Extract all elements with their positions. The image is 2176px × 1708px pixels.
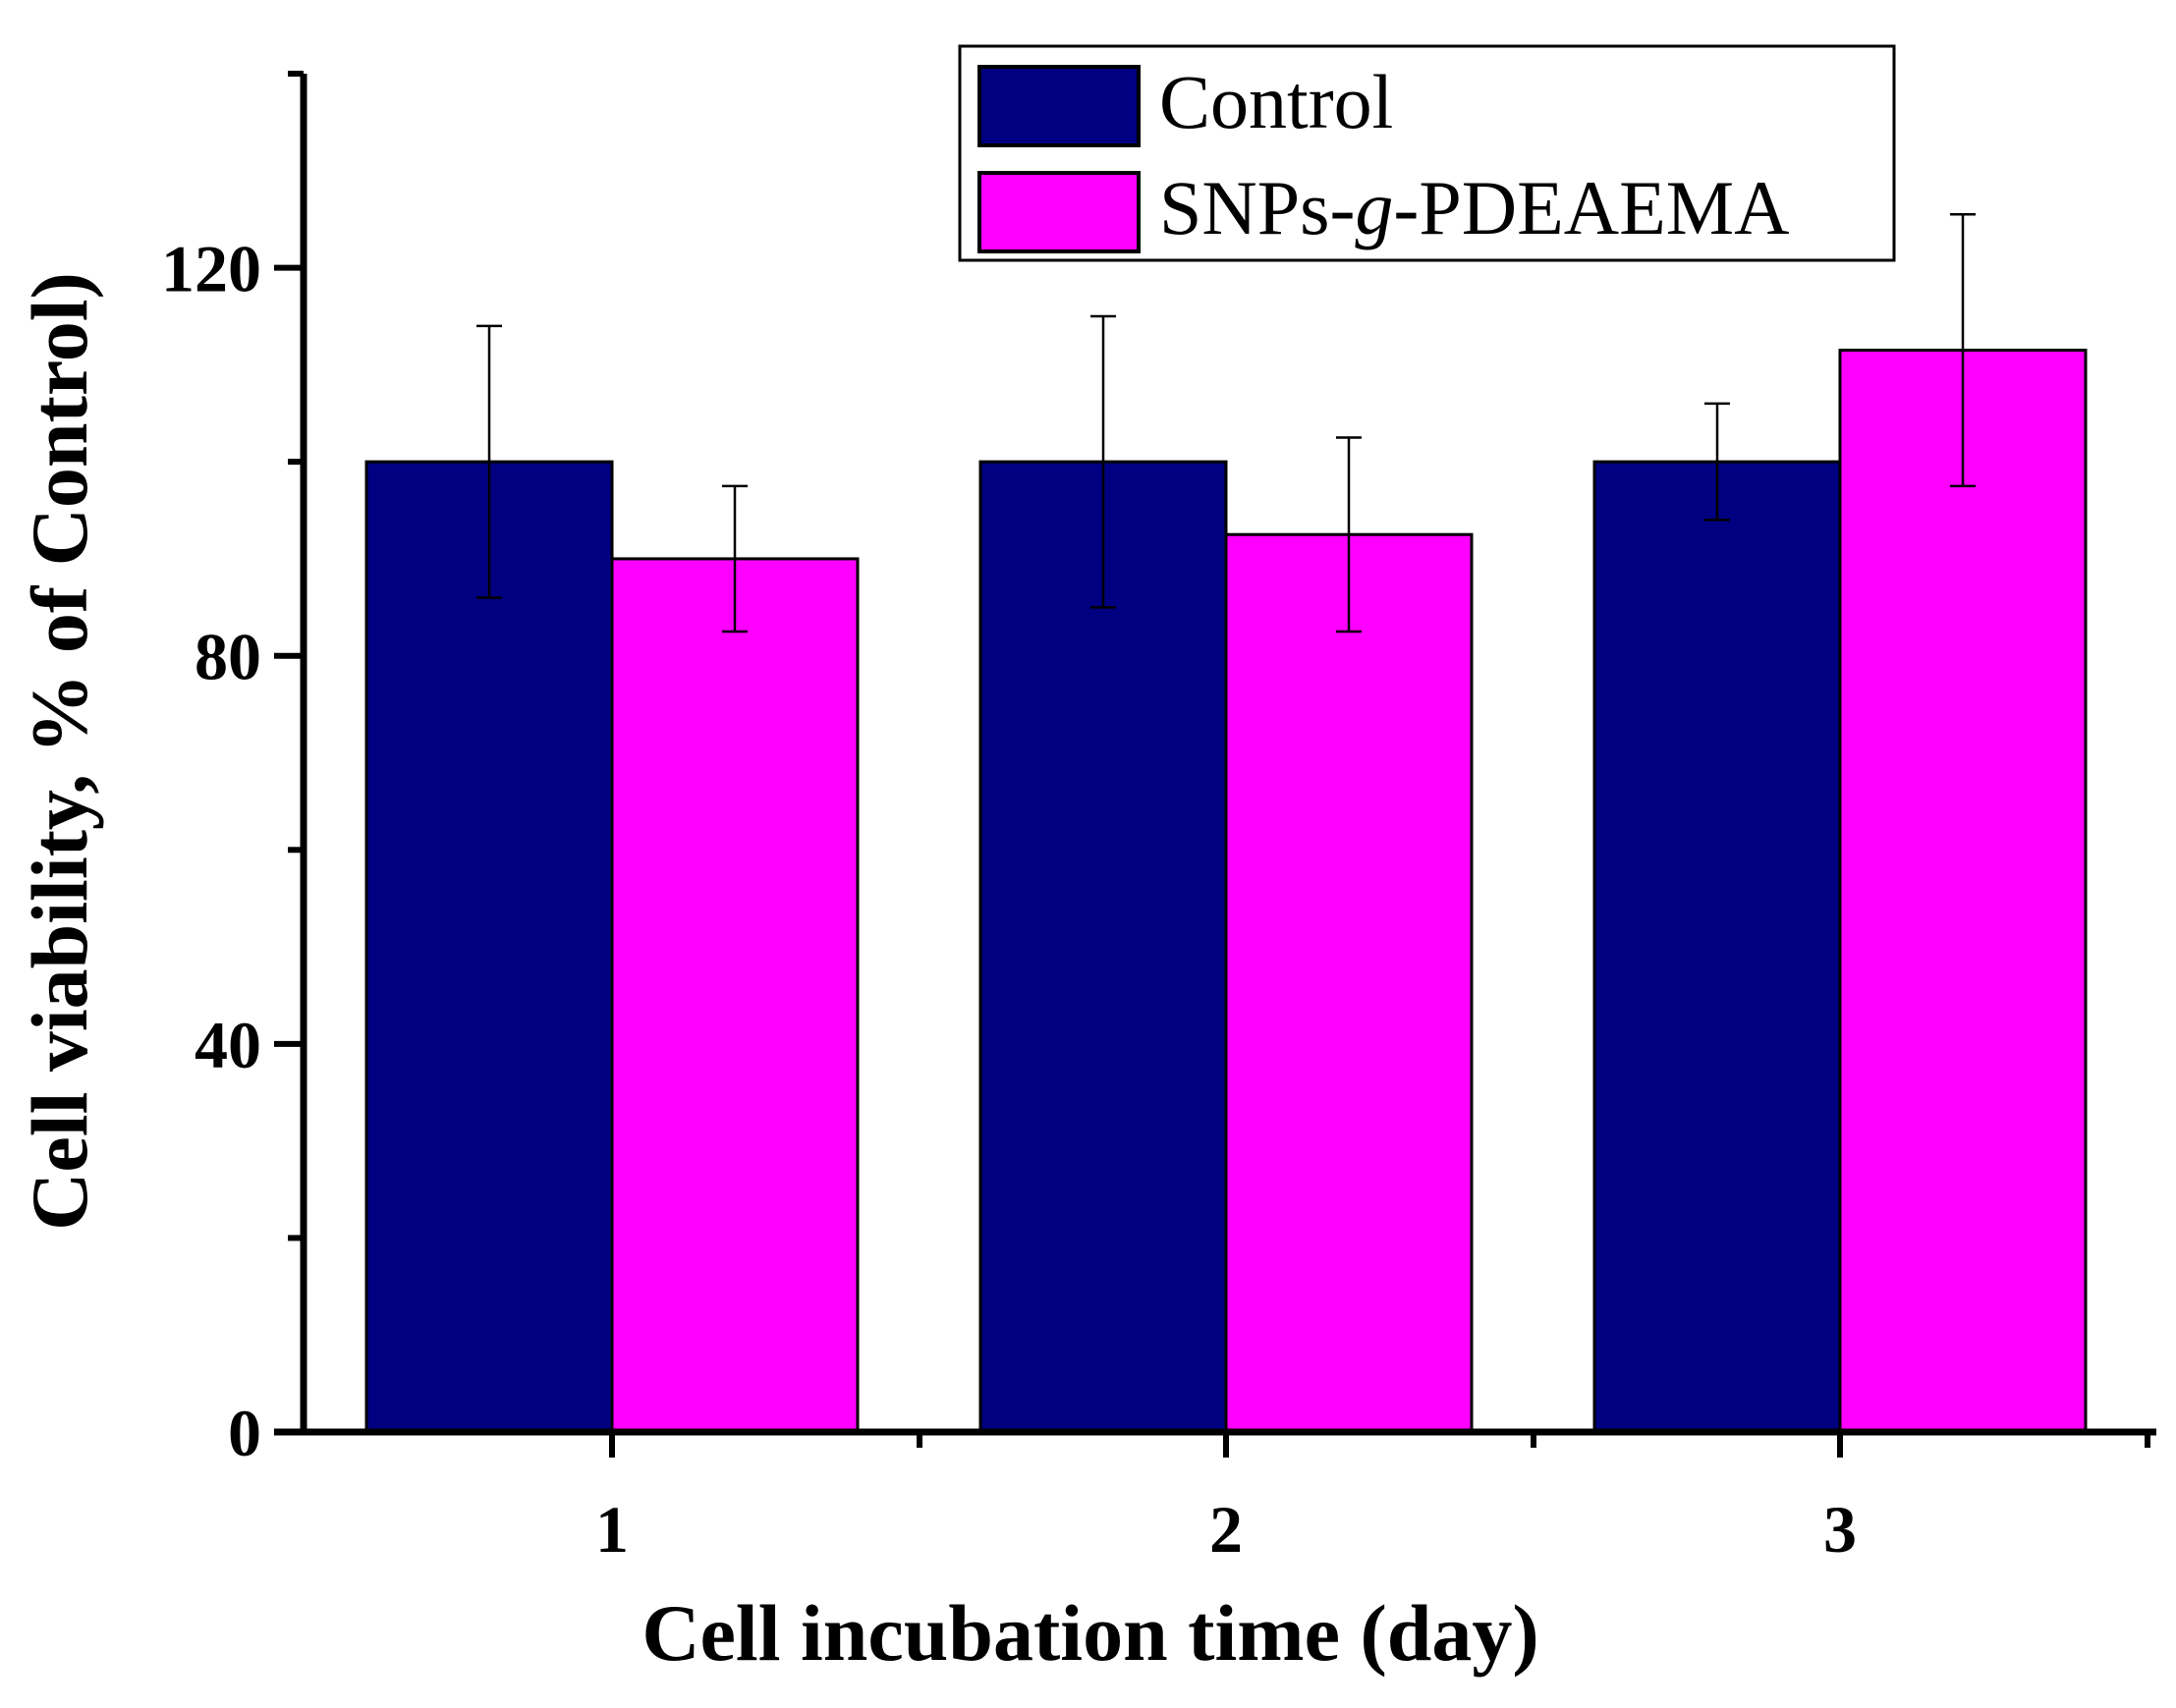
bar-series1-day3	[1592, 460, 1842, 1434]
bar-series2-day3	[1838, 349, 2088, 1434]
bar-series2-day2	[1224, 532, 1474, 1434]
bars-group	[364, 349, 2088, 1434]
bar-series1-day2	[978, 460, 1228, 1434]
legend-swatch-control	[977, 65, 1141, 147]
x-axis-title: Cell incubation time (day)	[642, 1588, 1538, 1678]
legend-label-control: Control	[1159, 59, 1393, 144]
legend-label-snps-part-3: -PDEAEMA	[1393, 165, 1789, 250]
x-tick-label-3: 3	[1823, 1492, 1857, 1567]
y-tick-label-80: 80	[195, 620, 261, 694]
x-tick-label-1: 1	[595, 1492, 629, 1567]
y-tick-label-0: 0	[228, 1396, 261, 1470]
y-tick-label-40: 40	[195, 1008, 261, 1082]
x-ticks-group: 1 2 3	[595, 1432, 2150, 1567]
error-bars-group	[476, 212, 1976, 634]
legend-label-snps-part-2: g	[1355, 165, 1393, 250]
legend: Control SNPs-g-PDEAEMA	[958, 44, 1896, 262]
y-tick-label-120: 120	[161, 232, 261, 306]
legend-swatch-snps	[977, 171, 1141, 253]
bar-series1-day1	[364, 460, 614, 1434]
y-ticks-group: 0 40 80 120	[161, 71, 304, 1470]
legend-label-snps: SNPs-g-PDEAEMA	[1159, 165, 1789, 250]
x-tick-label-2: 2	[1209, 1492, 1243, 1567]
bar-series2-day1	[610, 557, 860, 1434]
y-axis-title: Cell viability, % of Control)	[15, 272, 104, 1231]
legend-label-snps-part-1: SNPs-	[1159, 165, 1355, 250]
